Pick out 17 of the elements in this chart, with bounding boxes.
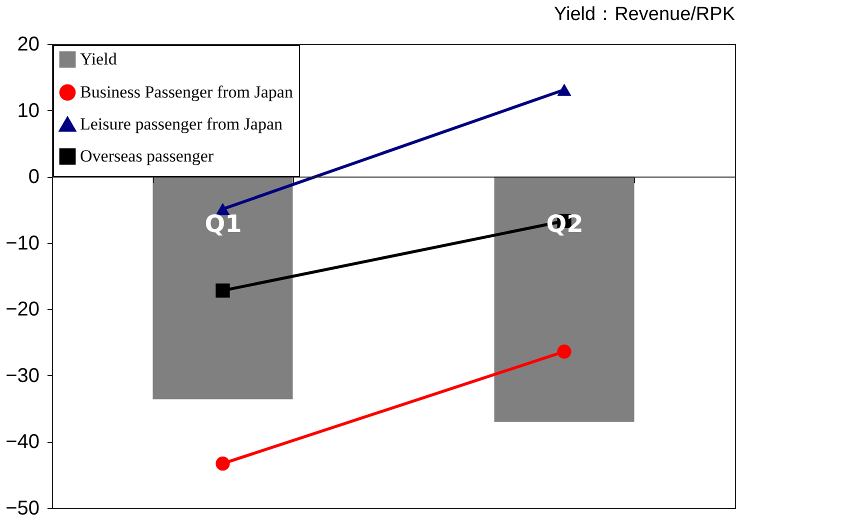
- legend-label: Yield: [80, 50, 118, 68]
- point: [216, 284, 230, 298]
- x-tick-label: Q1: [204, 210, 242, 238]
- legend-label: Business Passenger from Japan: [80, 82, 294, 102]
- y-tick-label: 10: [17, 100, 40, 122]
- y-tick-label: −30: [6, 364, 40, 387]
- legend-label: Leisure passenger from Japan: [80, 114, 284, 134]
- point: [216, 456, 230, 471]
- y-tick-label: −40: [6, 431, 40, 454]
- point: [557, 344, 572, 359]
- chart-subtitle: Yield：Revenue/RPK: [554, 4, 736, 25]
- y-tick-label: 0: [28, 166, 40, 188]
- legend-label: Overseas passenger: [80, 146, 214, 166]
- y-tick-label: −10: [6, 232, 40, 254]
- y-tick-label: −50: [6, 498, 40, 520]
- y-tick-label: −20: [6, 298, 40, 321]
- y-tick-label: 20: [17, 34, 40, 56]
